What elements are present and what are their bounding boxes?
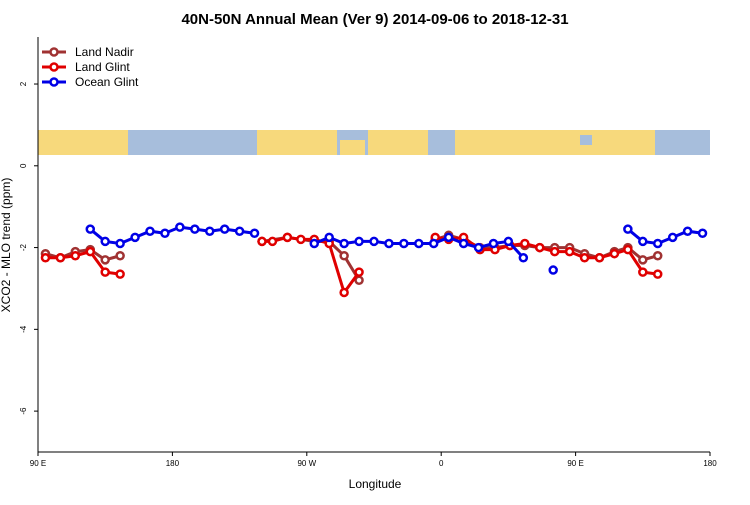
legend-label: Land Glint bbox=[75, 60, 130, 74]
x-tick-label: 90 E bbox=[30, 459, 46, 468]
chart-title: 40N-50N Annual Mean (Ver 9) 2014-09-06 t… bbox=[181, 11, 568, 28]
data-point bbox=[267, 236, 278, 247]
data-point bbox=[130, 232, 140, 243]
data-point bbox=[354, 267, 364, 277]
data-point bbox=[190, 224, 200, 234]
y-tick-label: -6 bbox=[19, 407, 28, 415]
data-point bbox=[652, 269, 663, 279]
map-band bbox=[38, 130, 710, 155]
data-point bbox=[204, 226, 215, 236]
x-tick-label: 90 E bbox=[567, 459, 583, 468]
legend-marker bbox=[49, 47, 59, 57]
x-tick-label: 0 bbox=[439, 459, 444, 468]
data-point bbox=[579, 253, 590, 263]
data-point bbox=[503, 236, 514, 247]
data-point bbox=[535, 242, 545, 253]
y-tick-label: -4 bbox=[19, 325, 28, 333]
data-point bbox=[309, 238, 320, 249]
x-axis-label: Longitude bbox=[349, 477, 402, 491]
legend-label: Land Nadir bbox=[75, 45, 134, 59]
data-point bbox=[488, 238, 499, 249]
data-point bbox=[549, 246, 560, 257]
data-point bbox=[414, 238, 424, 249]
data-point bbox=[594, 253, 605, 263]
data-point bbox=[443, 232, 454, 243]
data-point bbox=[548, 265, 558, 275]
legend-label: Ocean Glint bbox=[75, 75, 139, 89]
data-point bbox=[384, 238, 394, 249]
data-point bbox=[160, 228, 170, 239]
data-point bbox=[115, 250, 125, 261]
data-point bbox=[324, 232, 334, 243]
data-point bbox=[399, 238, 409, 249]
data-point bbox=[697, 228, 708, 239]
data-point bbox=[40, 253, 51, 263]
data-point bbox=[282, 232, 293, 243]
data-point bbox=[55, 253, 66, 263]
data-point bbox=[296, 234, 306, 245]
y-tick-label: -2 bbox=[19, 243, 28, 251]
x-tick-label: 90 W bbox=[297, 459, 316, 468]
data-point bbox=[652, 238, 663, 249]
y-tick-label: 2 bbox=[19, 81, 28, 86]
data-point bbox=[638, 255, 648, 265]
data-point bbox=[638, 236, 648, 247]
data-point bbox=[100, 255, 110, 265]
data-point bbox=[609, 248, 620, 259]
data-point bbox=[520, 238, 530, 249]
x-tick-label: 180 bbox=[166, 459, 180, 468]
y-tick-label: 0 bbox=[19, 163, 28, 168]
data-point bbox=[339, 250, 349, 261]
data-point bbox=[115, 238, 125, 249]
data-point bbox=[458, 238, 469, 249]
data-point bbox=[518, 253, 529, 263]
data-point bbox=[115, 269, 125, 279]
data-point bbox=[623, 224, 633, 234]
data-point bbox=[100, 267, 110, 277]
data-point bbox=[652, 250, 663, 261]
data-point bbox=[85, 246, 96, 257]
data-point bbox=[339, 287, 349, 298]
data-point bbox=[623, 244, 633, 255]
data-point bbox=[638, 267, 648, 277]
data-point bbox=[85, 224, 96, 234]
data-point bbox=[70, 250, 81, 261]
data-point bbox=[175, 222, 185, 232]
legend-marker bbox=[49, 77, 59, 87]
data-point bbox=[219, 224, 230, 234]
legend-marker bbox=[49, 62, 59, 72]
data-point bbox=[234, 226, 245, 236]
data-point bbox=[257, 236, 267, 247]
data-point bbox=[564, 246, 575, 257]
data-point bbox=[428, 238, 439, 249]
data-point bbox=[249, 228, 260, 239]
data-point bbox=[100, 236, 110, 247]
data-point bbox=[369, 236, 379, 247]
data-point bbox=[473, 242, 484, 253]
y-axis-label: XCO2 - MLO trend (ppm) bbox=[0, 178, 13, 313]
x-tick-label: 180 bbox=[703, 459, 717, 468]
data-point bbox=[667, 232, 678, 243]
data-point bbox=[682, 226, 693, 236]
data-point bbox=[354, 236, 364, 247]
data-point bbox=[145, 226, 155, 236]
data-point bbox=[339, 238, 349, 249]
